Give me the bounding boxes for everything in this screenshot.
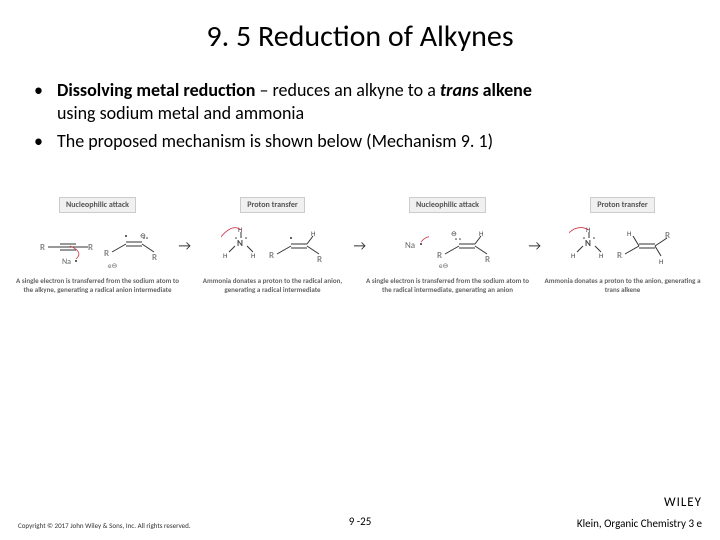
bullet-item: • The proposed mechanism is shown below … [30,130,690,153]
svg-text:R: R [485,254,490,265]
svg-text:H: H [223,251,227,260]
svg-text:e⊖: e⊖ [108,261,117,268]
term-bold: alkene [479,79,532,101]
bullet-marker: • [34,79,43,126]
svg-text:H: H [311,229,315,238]
svg-text:R: R [437,250,442,261]
molecule-nh3: N H H H [569,224,609,268]
svg-text:⊖: ⊖ [140,231,146,240]
mechanism-diagram: Nucleophilic attack R R Na R R [0,157,720,294]
mechanism-step: Proton transfer N H H H R R [187,197,358,294]
svg-text:R: R [88,242,93,253]
bullet-marker: • [34,130,43,153]
step-label: Nucleophilic attack [59,197,136,213]
term-bold: Dissolving metal reduction [57,79,255,101]
bullet-list: • Dissolving metal reduction – reduces a… [0,55,720,153]
svg-text:⊖: ⊖ [451,229,457,238]
step-description: Ammonia donates a proton to the radical … [187,277,358,294]
molecule-alkyne: R R Na [36,224,96,268]
svg-text:H: H [571,251,575,260]
publisher-logo: WILEY [664,495,702,510]
step-description: A single electron is transferred from th… [12,277,183,294]
svg-text:N: N [237,238,243,249]
slide-title: 9. 5 Reduction of Alkynes [0,0,720,55]
molecule-nh3: N H H H [221,224,261,268]
bullet-item: • Dissolving metal reduction – reduces a… [30,79,690,126]
term-italic: trans [440,79,479,101]
svg-text:R: R [104,248,109,259]
molecule-na-dot: Na [399,224,429,268]
molecule-radical-anion: R R ⊖ e⊖ [100,224,160,268]
svg-text:H: H [599,251,603,260]
svg-text:R: R [665,230,670,241]
step-description: A single electron is transferred from th… [362,277,533,294]
svg-text:R: R [152,252,157,263]
svg-text:H: H [627,229,631,238]
svg-text:R: R [40,242,45,253]
svg-text:R: R [317,254,322,265]
step-label: Proton transfer [240,197,304,213]
molecule-vinyl-radical: R R H [265,224,325,268]
step-description: Ammonia donates a proton to the anion, g… [537,277,708,294]
svg-text:H: H [659,257,663,266]
bullet-text: using sodium metal and ammonia [57,102,304,124]
page-number: 9 -25 [349,515,372,528]
molecule-vinyl-anion: R R H ⊖ e⊖ [433,224,497,268]
copyright-text: Copyright © 2017 John Wiley & Sons, Inc.… [18,521,577,530]
book-reference: Klein, Organic Chemistry 3 e [577,517,702,530]
step-label: Nucleophilic attack [409,197,486,213]
step-label: Proton transfer [590,197,654,213]
svg-text:Na: Na [405,240,415,251]
svg-text:Na: Na [62,257,71,267]
mechanism-step: Proton transfer N H H H R H [537,197,708,294]
molecule-trans-alkene: R H R H [613,224,677,268]
svg-text:H: H [479,229,483,238]
bullet-text: The proposed mechanism is shown below (M… [57,130,493,153]
svg-text:N: N [585,238,591,249]
mechanism-step: Nucleophilic attack R R Na R R [12,197,183,294]
svg-text:R: R [617,250,622,261]
footer: Copyright © 2017 John Wiley & Sons, Inc.… [0,517,720,530]
svg-text:e⊖: e⊖ [439,261,448,268]
mechanism-step: Nucleophilic attack Na R R H ⊖ e⊖ [362,197,533,294]
bullet-text: – reduces an alkyne to a [255,79,440,101]
svg-text:R: R [269,250,274,261]
svg-text:H: H [251,251,255,260]
